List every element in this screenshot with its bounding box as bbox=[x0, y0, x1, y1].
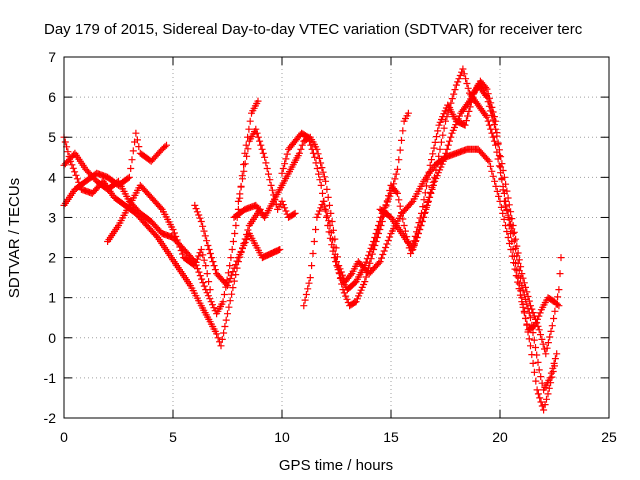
series-sat-f bbox=[234, 125, 299, 221]
y-tick-label: 7 bbox=[48, 49, 56, 65]
y-tick-label: 4 bbox=[48, 169, 56, 185]
plus-markers bbox=[234, 125, 299, 221]
x-tick-label: 10 bbox=[274, 429, 290, 445]
series-sat-e bbox=[191, 201, 284, 290]
y-tick-label: 0 bbox=[48, 330, 56, 346]
series-sat-d bbox=[104, 181, 214, 294]
x-tick-label: 5 bbox=[169, 429, 177, 445]
y-tick-label: 5 bbox=[48, 129, 56, 145]
plot-frame bbox=[63, 56, 610, 419]
axis-ticks: 0 5 10 15 20 25 -2 -1 0 1 2 3 4 5 6 7 bbox=[44, 49, 617, 445]
x-tick-label: 15 bbox=[383, 429, 399, 445]
x-tick-label: 25 bbox=[601, 429, 617, 445]
data-series bbox=[60, 65, 565, 414]
chart-title: Day 179 of 2015, Sidereal Day-to-day VTE… bbox=[44, 21, 583, 38]
y-tick-label: 6 bbox=[48, 89, 56, 105]
x-axis-label: GPS time / hours bbox=[279, 457, 393, 474]
plus-markers bbox=[104, 181, 214, 294]
x-tick-label: 20 bbox=[492, 429, 508, 445]
x-tick-label: 0 bbox=[60, 429, 68, 445]
plus-markers bbox=[191, 201, 284, 290]
plus-markers bbox=[409, 77, 561, 394]
y-tick-label: -1 bbox=[44, 370, 57, 386]
y-axis-label: SDTVAR / TECUs bbox=[6, 178, 23, 298]
y-tick-label: -2 bbox=[44, 410, 57, 426]
y-tick-label: 1 bbox=[48, 290, 56, 306]
series-sat-k bbox=[409, 77, 561, 394]
y-tick-label: 3 bbox=[48, 209, 56, 225]
y-tick-label: 2 bbox=[48, 250, 56, 266]
